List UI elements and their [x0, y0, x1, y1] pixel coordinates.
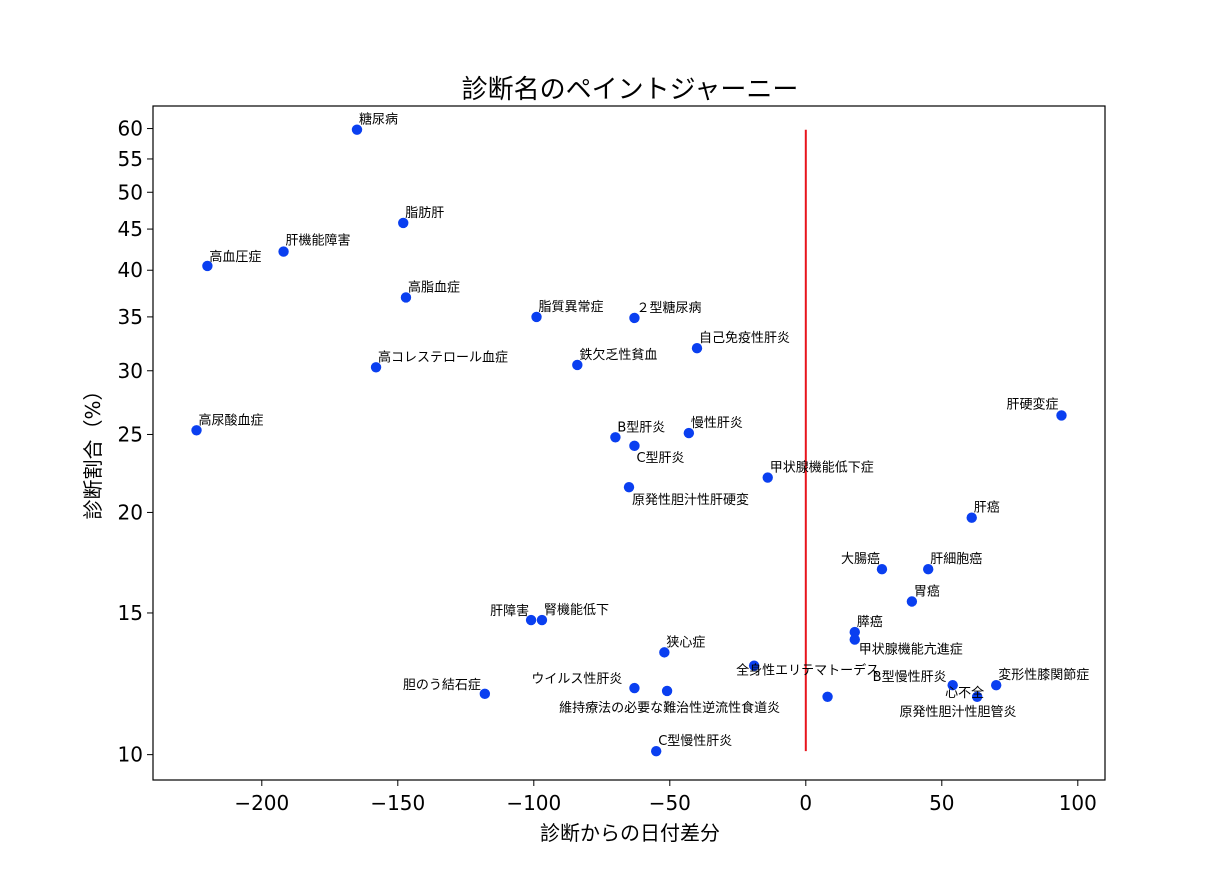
- data-point: [531, 311, 542, 323]
- y-axis: 10 15 20 25 30 35 40 45 50 55 60: [118, 117, 153, 767]
- point-label: 全身性エリテマトーデス: [736, 663, 879, 679]
- y-axis-label: 診断割合（%）: [81, 380, 105, 519]
- point-label: B型肝炎: [617, 420, 665, 435]
- point-label: C型慢性肝炎: [658, 733, 732, 749]
- y-tick-label: 50: [118, 180, 143, 204]
- y-tick-label: 45: [118, 217, 143, 241]
- data-point: [947, 679, 958, 691]
- data-point: [691, 343, 703, 354]
- point-label: 原発性胆汁性肝硬変: [632, 492, 749, 508]
- point-label: 脂肪肝: [405, 205, 444, 221]
- point-label: 胆のう結石症: [403, 678, 481, 693]
- data-point: [351, 124, 363, 135]
- point-label: 胃癌: [914, 584, 940, 600]
- data-point: [876, 564, 888, 575]
- point-label: 原発性胆汁性胆管炎: [900, 705, 1017, 720]
- data-point: [906, 596, 918, 607]
- data-point: [991, 679, 1002, 691]
- x-tick-label: −200: [234, 791, 289, 815]
- data-point: [479, 688, 491, 700]
- data-point: [651, 745, 662, 757]
- data-point: [610, 432, 621, 443]
- point-label: 心不全: [945, 685, 984, 701]
- point-label: 変形性膝関節症: [998, 667, 1089, 683]
- x-tick-label: −100: [506, 791, 561, 815]
- y-tick-label: 30: [118, 359, 143, 383]
- data-point: [683, 427, 695, 439]
- data-point: [966, 512, 977, 523]
- data-points: [191, 124, 1067, 757]
- data-point: [623, 481, 635, 493]
- point-label: 肝障害: [490, 603, 529, 619]
- data-point: [400, 292, 412, 303]
- data-point: [1056, 410, 1067, 421]
- y-tick-label: 60: [118, 117, 143, 141]
- point-label: C型肝炎: [636, 451, 684, 466]
- x-tick-label: 0: [799, 791, 812, 815]
- point-label: 腎機能低下: [544, 603, 609, 618]
- point-label: 大腸癌: [841, 551, 880, 567]
- plot-area: [152, 105, 1106, 781]
- point-label: 甲状腺機能低下症: [770, 461, 874, 476]
- point-label: 肝硬変症: [1006, 396, 1058, 412]
- data-point: [748, 660, 760, 671]
- data-point: [278, 246, 289, 257]
- y-tick-label: 25: [118, 422, 143, 446]
- data-point: [822, 691, 833, 703]
- point-label: 高脂血症: [408, 279, 460, 295]
- data-point: [398, 217, 409, 229]
- y-tick-label: 15: [118, 601, 143, 625]
- point-label: ２型糖尿病: [636, 300, 701, 316]
- point-label: 脂質異常症: [539, 300, 604, 315]
- data-point: [572, 359, 583, 371]
- y-tick-label: 35: [118, 305, 143, 329]
- point-label: 肝癌: [974, 500, 1000, 516]
- chart-title: 診断名のペイントジャーニー: [462, 75, 799, 105]
- point-label: 肝細胞癌: [930, 551, 982, 567]
- data-point: [525, 614, 537, 626]
- point-label: 高コレステロール血症: [378, 349, 508, 365]
- x-axis-label: 診断からの日付差分: [540, 821, 720, 845]
- point-label: 高尿酸血症: [199, 412, 264, 428]
- x-tick-label: 100: [1059, 791, 1097, 815]
- data-point: [536, 614, 548, 626]
- data-point: [659, 647, 670, 658]
- x-axis: −200 −150 −100 −50 0 50 100: [234, 780, 1097, 815]
- point-label: B型慢性肝炎: [873, 669, 947, 685]
- data-point: [849, 634, 860, 645]
- point-label: 慢性肝炎: [691, 415, 743, 431]
- data-point: [923, 564, 934, 575]
- data-point: [629, 440, 640, 452]
- x-tick-label: 50: [929, 791, 954, 815]
- data-point: [661, 685, 673, 697]
- data-point: [202, 260, 213, 272]
- x-tick-label: −50: [649, 791, 691, 815]
- data-point: [629, 312, 640, 324]
- point-label: 維持療法の必要な難治性逆流性食道炎: [559, 700, 780, 716]
- point-label: 鉄欠乏性貧血: [579, 347, 657, 363]
- y-tick-label: 55: [118, 147, 143, 171]
- data-point: [370, 362, 382, 373]
- data-point: [191, 425, 202, 436]
- point-label: 糖尿病: [359, 112, 398, 128]
- y-tick-label: 20: [118, 500, 143, 524]
- data-point: [762, 472, 773, 483]
- point-label: ウイルス性肝炎: [531, 672, 622, 687]
- point-label: 自己免疫性肝炎: [699, 330, 790, 346]
- point-label: 高血圧症: [209, 249, 261, 265]
- point-label: 肝機能障害: [286, 233, 351, 249]
- point-label: 膵癌: [857, 614, 883, 630]
- x-tick-label: −150: [370, 791, 425, 815]
- point-label: 狭心症: [666, 635, 705, 650]
- y-tick-label: 40: [118, 258, 143, 282]
- data-point: [629, 682, 640, 694]
- y-tick-label: 10: [118, 743, 143, 767]
- data-point: [849, 626, 860, 638]
- data-point: [971, 691, 983, 703]
- point-label: 甲状腺機能亢進症: [859, 642, 963, 658]
